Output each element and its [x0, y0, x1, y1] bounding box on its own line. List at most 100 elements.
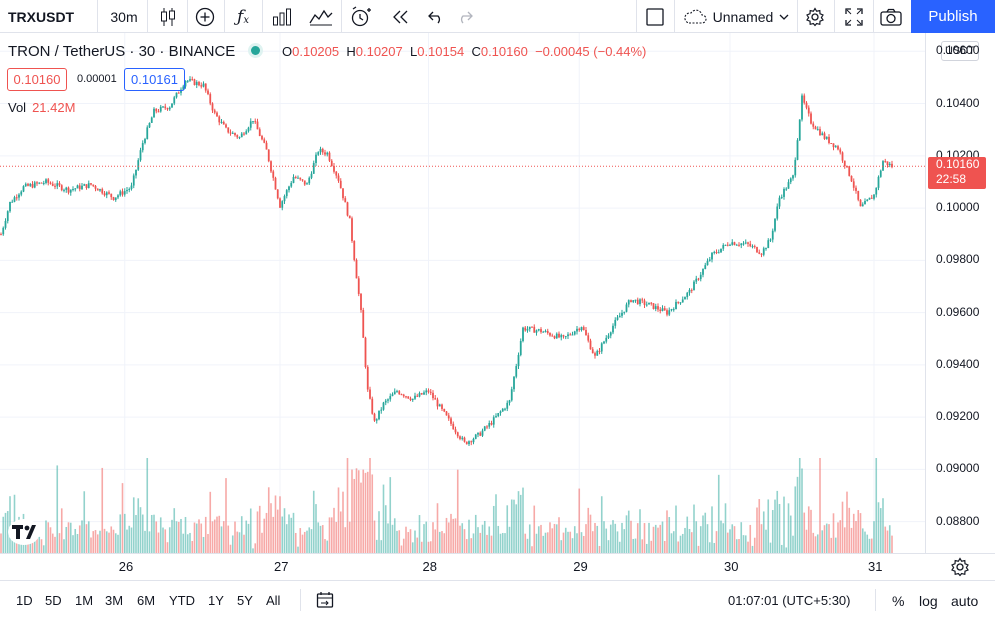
candle-body: [558, 333, 560, 338]
candle-body: [477, 432, 479, 435]
volume-bar: [402, 538, 405, 553]
candles-icon[interactable]: [155, 0, 181, 33]
auto-scale-toggle[interactable]: auto: [951, 593, 979, 609]
add-compare-icon[interactable]: [192, 0, 218, 33]
candle-body: [441, 404, 443, 409]
tradingview-logo[interactable]: [8, 519, 40, 545]
symbol-title[interactable]: TRON / TetherUS · 30 · BINANCE: [8, 43, 236, 60]
volume-bar: [141, 514, 144, 553]
range-button-1d[interactable]: 1D: [16, 593, 33, 608]
symbol-search-button[interactable]: TRXUSDT: [8, 8, 75, 25]
camera-icon[interactable]: [877, 0, 905, 33]
undo-icon[interactable]: [423, 0, 449, 33]
interval-button[interactable]: 30m: [110, 8, 138, 25]
range-button-3m[interactable]: 3M: [105, 593, 124, 608]
candle-body: [153, 108, 155, 118]
candle-body: [731, 242, 734, 245]
range-button-ytd[interactable]: YTD: [169, 593, 195, 608]
volume-bar: [623, 529, 626, 553]
candle-body: [560, 335, 563, 338]
volume-legend[interactable]: Vol 21.42M: [8, 100, 75, 115]
candle-body: [126, 190, 128, 192]
candle-body: [114, 197, 117, 201]
candle-body: [519, 341, 522, 355]
buy-price-button[interactable]: 0.10161: [124, 68, 185, 91]
calendar-range-icon[interactable]: [316, 591, 334, 614]
layout-menu-button[interactable]: Unnamed: [679, 0, 793, 33]
volume-bar: [891, 535, 893, 553]
ohlc-values: O0.10205 H0.10207 L0.10154 C0.10160 −0.0…: [282, 44, 646, 59]
candle-body: [112, 197, 115, 201]
candle-body: [580, 327, 583, 331]
volume-bar: [137, 498, 140, 553]
candle-body: [423, 392, 425, 395]
redo-icon[interactable]: [452, 0, 478, 33]
volume-bar: [186, 534, 189, 553]
volume-bar: [387, 523, 389, 553]
currency-badge[interactable]: USDT: [941, 41, 979, 61]
volume-bar: [738, 539, 740, 553]
market-status-dot[interactable]: [251, 46, 260, 55]
volume-bar: [488, 526, 491, 553]
range-button-1y[interactable]: 1Y: [208, 593, 224, 608]
candle-body: [508, 400, 511, 403]
candle-body: [92, 184, 95, 186]
time-axis[interactable]: [0, 553, 995, 581]
range-button-1m[interactable]: 1M: [75, 593, 94, 608]
volume-bar: [256, 511, 259, 553]
price-chart[interactable]: [0, 33, 925, 553]
log-scale-toggle[interactable]: log: [919, 593, 938, 609]
volume-bar: [537, 526, 540, 553]
candle-body: [128, 188, 131, 191]
candle-body: [796, 140, 799, 160]
candle-body: [866, 199, 869, 202]
volume-bar: [711, 506, 713, 553]
range-button-5y[interactable]: 5Y: [237, 593, 253, 608]
templates-icon[interactable]: [306, 0, 336, 33]
layout-square-icon[interactable]: [641, 0, 669, 33]
alert-icon[interactable]: [347, 0, 375, 33]
candle-body: [627, 300, 630, 305]
volume-bar: [396, 530, 398, 553]
replay-icon[interactable]: [388, 0, 414, 33]
sell-price-button[interactable]: 0.10160: [7, 68, 67, 91]
timezone-clock[interactable]: 01:07:01 (UTC+5:30): [728, 593, 851, 608]
publish-button[interactable]: Publish: [911, 0, 995, 33]
volume-bar: [879, 508, 882, 553]
volume-bar: [99, 530, 101, 553]
percent-scale-toggle[interactable]: %: [892, 593, 905, 609]
candle-body: [240, 133, 243, 138]
candle-body: [699, 274, 702, 280]
volume-bar: [812, 532, 815, 553]
candle-body: [292, 176, 295, 183]
settings-icon[interactable]: [802, 0, 828, 33]
last-price-label: 0.10160 22:58: [928, 157, 986, 190]
range-button-6m[interactable]: 6M: [137, 593, 156, 608]
axis-settings-icon[interactable]: [950, 557, 970, 577]
volume-bar: [740, 522, 743, 553]
range-button-5d[interactable]: 5D: [45, 593, 62, 608]
volume-bar: [535, 533, 538, 553]
fullscreen-icon[interactable]: [840, 0, 868, 33]
candle-body: [425, 390, 428, 393]
toolbar-divider: [797, 0, 798, 33]
candle-body: [510, 389, 513, 401]
volume-bar: [96, 534, 99, 553]
volume-bar: [276, 509, 279, 553]
bar-chart-icon[interactable]: [268, 0, 296, 33]
range-button-all[interactable]: All: [266, 593, 281, 608]
volume-bar: [171, 519, 173, 553]
price-axis[interactable]: [925, 33, 995, 553]
volume-bar: [213, 519, 216, 553]
volume-bar: [524, 533, 527, 553]
candle-body: [645, 304, 648, 306]
candle-body: [375, 419, 378, 421]
volume-bar: [479, 532, 482, 553]
candle-body: [823, 133, 826, 139]
volume-bar: [146, 458, 149, 553]
candle-body: [861, 204, 864, 207]
volume-bar: [225, 478, 227, 553]
candle-body: [504, 408, 506, 410]
